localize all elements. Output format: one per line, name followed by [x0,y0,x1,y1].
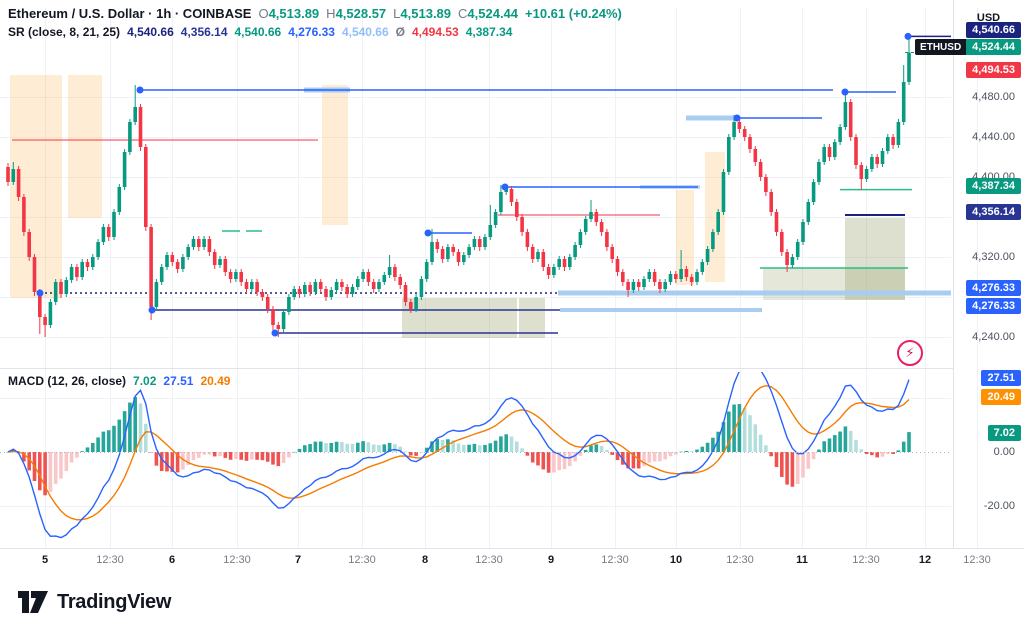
ohlc-close: C4,524.44 [458,6,519,21]
ohlc-low: L4,513.89 [393,6,452,21]
sr-legend-value: 4,540.66 [341,25,389,39]
time-axis-label: 12:30 [475,554,503,566]
sr-mean-badge: 4,494.53 [966,62,1021,78]
sr-legend-value: 4,276.33 [288,25,335,39]
macd-value-badge: 27.51 [981,370,1021,386]
signal-value-badge: 20.49 [981,389,1021,405]
time-scale[interactable]: 5 12:30 6 12:30 7 12:30 8 12:30 9 12:30 10 12:30 11 1… [0,548,1024,572]
current-price-badge: ETHUSD 4,524.44 [915,39,1021,55]
price-scale[interactable]: 4,480.00 4,440.00 4,400.00 4,320.00 4,240.00… [915,0,1024,548]
sr-support-badge: 4,387.34 [966,178,1021,194]
sr-high-badge: 4,540.66 [966,22,1021,38]
sr-indicator-title[interactable]: SR (close, 8, 21, 25) [8,25,121,39]
hist-value-badge: 7.02 [987,425,1021,441]
time-axis-day-label: 11 [796,554,808,566]
symbol-title[interactable]: Ethereum / U.S. Dollar · 1h · COINBASE [8,6,252,21]
sr-indicator-values: 4,540.66 4,356.14 4,540.66 4,276.33 4,540.66… [127,25,512,39]
macd-line-value: 27.51 [163,374,194,388]
time-axis-day-label: 6 [168,554,176,566]
ohlc-open: O4,513.89 [258,6,320,21]
macd-indicator-legend: MACD (12, 26, close) 7.02 27.51 20.49 [8,374,230,388]
price-scale-currency[interactable]: USD [976,12,1001,24]
price-axis-label: 4,480.00 [972,91,1015,103]
sr-level-badge: 4,276.33 [966,280,1021,296]
time-axis-label: 12:30 [223,554,251,566]
ohlc-high: H4,528.57 [326,6,387,21]
price-axis-label: 0.00 [993,446,1015,458]
macd-hist-value: 7.02 [133,374,157,388]
sr-legend-value: 4,387.34 [465,25,513,39]
sr-legend-value: 4,540.66 [234,25,282,39]
time-axis-label: 12:30 [601,554,629,566]
sr-level-badge: 4,276.33 [966,298,1021,314]
time-axis-day-label: 12 [918,554,932,566]
symbol-legend: Ethereum / U.S. Dollar · 1h · COINBASE O… [8,6,622,21]
time-axis-label: 12:30 [963,554,991,566]
sr-legend-value: 4,356.14 [180,25,228,39]
time-axis-label: 12:30 [726,554,754,566]
flash-icon-button[interactable]: ⚡ [897,340,923,366]
time-axis-day-label: 10 [669,554,683,566]
time-axis-day-label: 8 [421,554,429,566]
sr-legend-value: 4,540.66 [127,25,174,39]
footer-branding: TradingView [0,578,1024,626]
sr-legend-value: 4,494.53 [412,25,459,39]
macd-indicator-title[interactable]: MACD (12, 26, close) [8,374,127,388]
sr-indicator-legend: SR (close, 8, 21, 25) 4,540.66 4,356.14 4,… [8,25,512,39]
sr-legend-value: Ø [395,25,405,39]
time-axis-day-label: 7 [294,554,302,566]
tradingview-brand-text[interactable]: TradingView [57,590,172,613]
sr-level-badge: 4,356.14 [966,204,1021,220]
price-axis-label: 4,240.00 [972,331,1015,343]
time-axis-label: 12:30 [852,554,880,566]
price-axis-label: 4,440.00 [972,131,1015,143]
price-axis-label: 4,320.00 [972,251,1015,263]
lightning-icon: ⚡ [905,345,915,360]
tradingview-logo-icon[interactable] [18,591,48,613]
time-axis-label: 12:30 [96,554,124,566]
time-axis-day-label: 9 [547,554,555,566]
time-axis-label: 12:30 [348,554,376,566]
time-axis-day-label: 5 [41,554,49,566]
price-axis-label: -20.00 [983,500,1015,512]
macd-signal-value: 20.49 [200,374,231,388]
change-value: +10.61 (+0.24%) [525,6,622,21]
